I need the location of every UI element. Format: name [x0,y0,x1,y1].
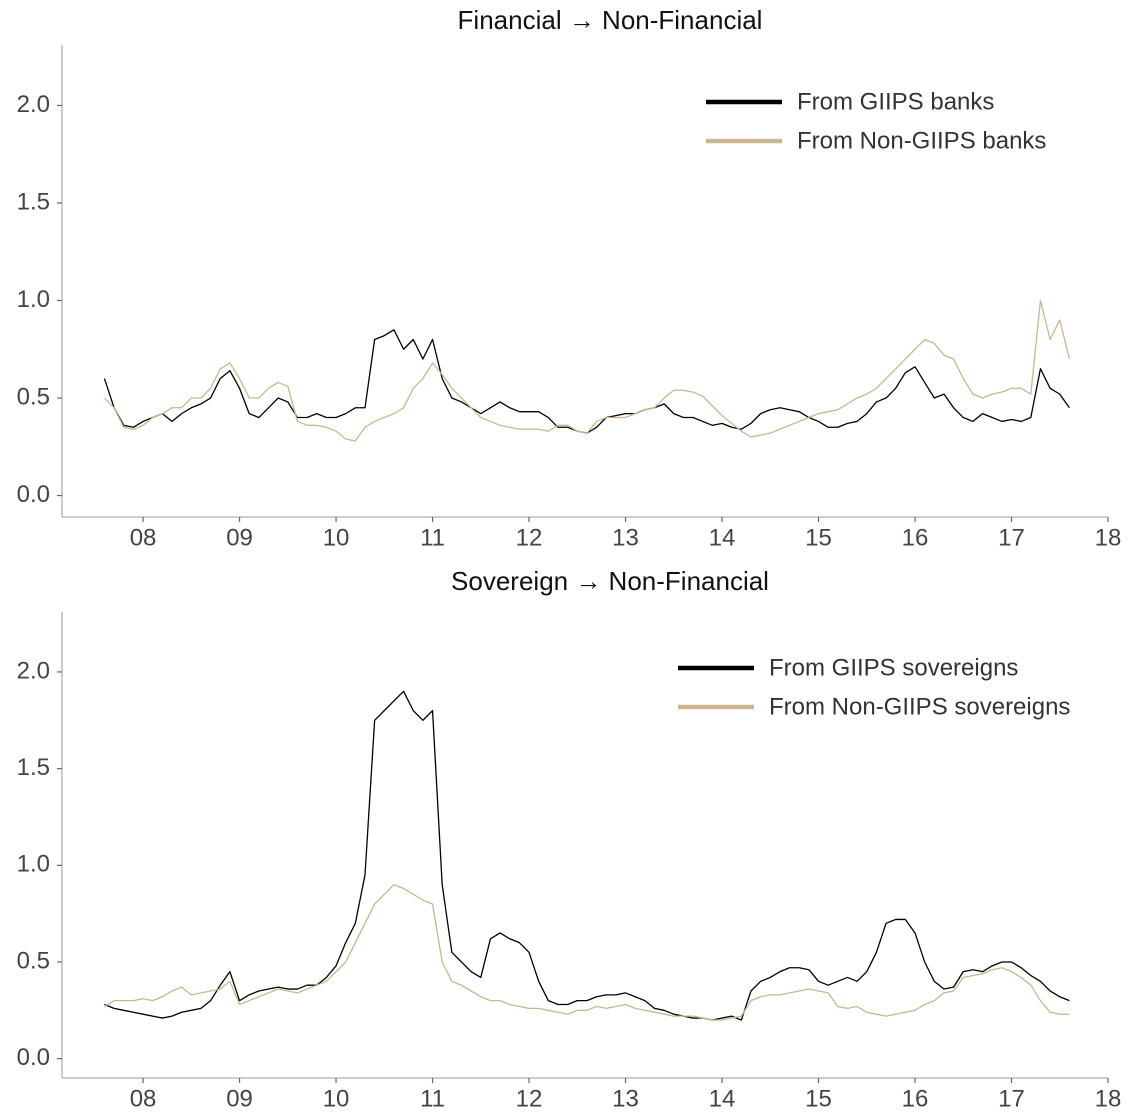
x-tick-label: 14 [709,524,736,551]
x-tick-label: 15 [805,524,832,551]
x-tick-label: 10 [323,524,350,551]
y-tick-label: 1.5 [17,754,50,781]
y-tick-label: 1.5 [17,188,50,215]
x-tick-label: 09 [226,1085,253,1112]
x-tick-label: 13 [612,1085,639,1112]
x-tick-label: 11 [420,524,445,551]
x-tick-label: 18 [1095,524,1122,551]
x-tick-label: 09 [226,524,253,551]
x-tick-label: 08 [130,1085,157,1112]
legend-label: From GIIPS banks [797,88,994,115]
x-tick-label: 12 [516,1085,543,1112]
x-tick-label: 18 [1095,1085,1122,1112]
x-tick-label: 16 [902,524,929,551]
legend-label: From Non-GIIPS banks [797,127,1046,154]
y-tick-label: 0.5 [17,383,50,410]
x-tick-label: 10 [323,1085,350,1112]
x-tick-label: 17 [998,1085,1025,1112]
x-tick-label: 08 [130,524,157,551]
chart-title: Financial → Non-Financial [458,5,763,35]
y-tick-label: 1.0 [17,286,50,313]
y-tick-label: 2.0 [17,91,50,118]
x-tick-label: 17 [998,524,1025,551]
series-line [104,690,1070,1021]
y-tick-label: 0.0 [17,1044,50,1071]
x-tick-label: 11 [420,1085,445,1112]
legend-label: From GIIPS sovereigns [769,654,1018,681]
x-tick-label: 14 [709,1085,736,1112]
x-tick-label: 16 [902,1085,929,1112]
x-tick-label: 12 [516,524,543,551]
y-tick-label: 0.0 [17,481,50,508]
y-tick-label: 1.0 [17,851,50,878]
chart-title: Sovereign → Non-Financial [451,566,769,596]
series-line [103,329,1070,434]
series-line [104,883,1070,1021]
series-line [103,299,1071,442]
x-tick-label: 13 [612,524,639,551]
legend-label: From Non-GIIPS sovereigns [769,693,1070,720]
x-tick-label: 15 [805,1085,832,1112]
y-tick-label: 0.5 [17,947,50,974]
y-tick-label: 2.0 [17,657,50,684]
